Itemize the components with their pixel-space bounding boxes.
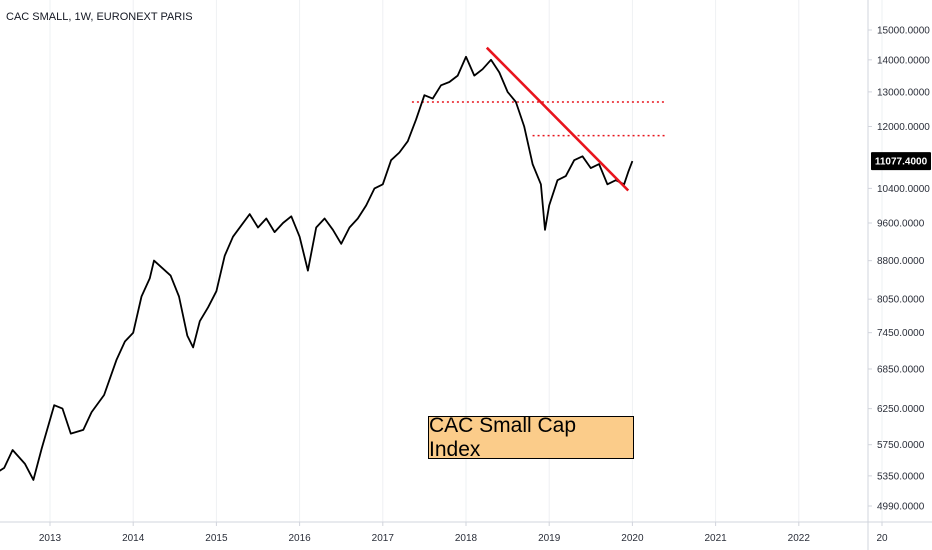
y-tick-label: 5750.0000 xyxy=(877,440,925,451)
x-tick-label: 2015 xyxy=(205,533,228,544)
y-tick-label: 4990.0000 xyxy=(877,502,925,513)
y-tick-label: 6850.0000 xyxy=(877,364,925,375)
y-tick-label: 7450.0000 xyxy=(877,328,925,339)
y-tick-label: 9600.0000 xyxy=(877,219,925,230)
x-tick-label: 2013 xyxy=(39,533,62,544)
current-price-tag-bg xyxy=(871,152,931,171)
annotation-box[interactable]: CAC Small Cap Index xyxy=(428,414,634,461)
x-tick-label: 2019 xyxy=(538,533,561,544)
x-tick-label: 2018 xyxy=(455,533,478,544)
x-tick-label: 20 xyxy=(876,533,888,544)
x-tick-label: 2016 xyxy=(288,533,311,544)
y-tick-label: 8800.0000 xyxy=(877,256,925,267)
x-tick-label: 2020 xyxy=(621,533,644,544)
current-price-tag: 11077.4000 xyxy=(875,157,928,168)
y-tick-label: 8050.0000 xyxy=(877,295,925,306)
chart-header-title: CAC SMALL, 1W, EURONEXT PARIS xyxy=(6,11,193,23)
y-tick-label: 15000.0000 xyxy=(877,26,930,37)
y-tick-label: 6250.0000 xyxy=(877,404,925,415)
y-tick-label: 12000.0000 xyxy=(877,122,930,133)
y-tick-label: 14000.0000 xyxy=(877,55,930,66)
x-tick-label: 2021 xyxy=(704,533,727,544)
y-tick-label: 5350.0000 xyxy=(877,471,925,482)
x-tick-label: 2022 xyxy=(788,533,811,544)
price-series-line xyxy=(0,55,634,481)
y-tick-label: 10400.0000 xyxy=(877,184,930,195)
trendline xyxy=(485,46,630,192)
x-tick-label: 2017 xyxy=(372,533,395,544)
x-tick-label: 2014 xyxy=(122,533,145,544)
y-tick-label: 13000.0000 xyxy=(877,87,930,98)
